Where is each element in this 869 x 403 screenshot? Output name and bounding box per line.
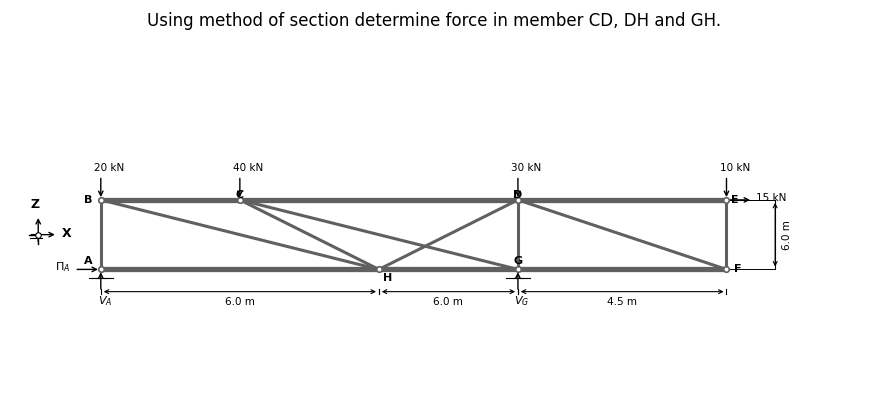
Text: $V_A$: $V_A$: [98, 295, 112, 308]
Text: 40 kN: 40 kN: [233, 164, 263, 173]
Text: 15 kN: 15 kN: [756, 193, 786, 203]
Text: D: D: [514, 190, 522, 200]
Text: H: H: [382, 274, 392, 283]
Text: 4.5 m: 4.5 m: [607, 297, 637, 307]
Text: C: C: [235, 190, 244, 200]
Text: Using method of section determine force in member CD, DH and GH.: Using method of section determine force …: [148, 12, 721, 30]
Text: E: E: [731, 195, 739, 205]
Text: 6.0 m: 6.0 m: [434, 297, 463, 307]
Text: 20 kN: 20 kN: [94, 164, 124, 173]
Text: 10 kN: 10 kN: [720, 164, 750, 173]
Text: 30 kN: 30 kN: [511, 164, 541, 173]
Text: B: B: [84, 195, 92, 205]
Text: Z: Z: [31, 198, 40, 211]
Text: A: A: [84, 256, 93, 266]
Text: G: G: [514, 256, 522, 266]
Text: $\Pi_A$: $\Pi_A$: [55, 260, 70, 274]
Text: 6.0 m: 6.0 m: [225, 297, 255, 307]
Text: F: F: [733, 264, 741, 274]
Text: 6.0 m: 6.0 m: [782, 220, 793, 249]
Text: $V_G$: $V_G$: [514, 295, 530, 308]
Text: X: X: [62, 227, 71, 240]
